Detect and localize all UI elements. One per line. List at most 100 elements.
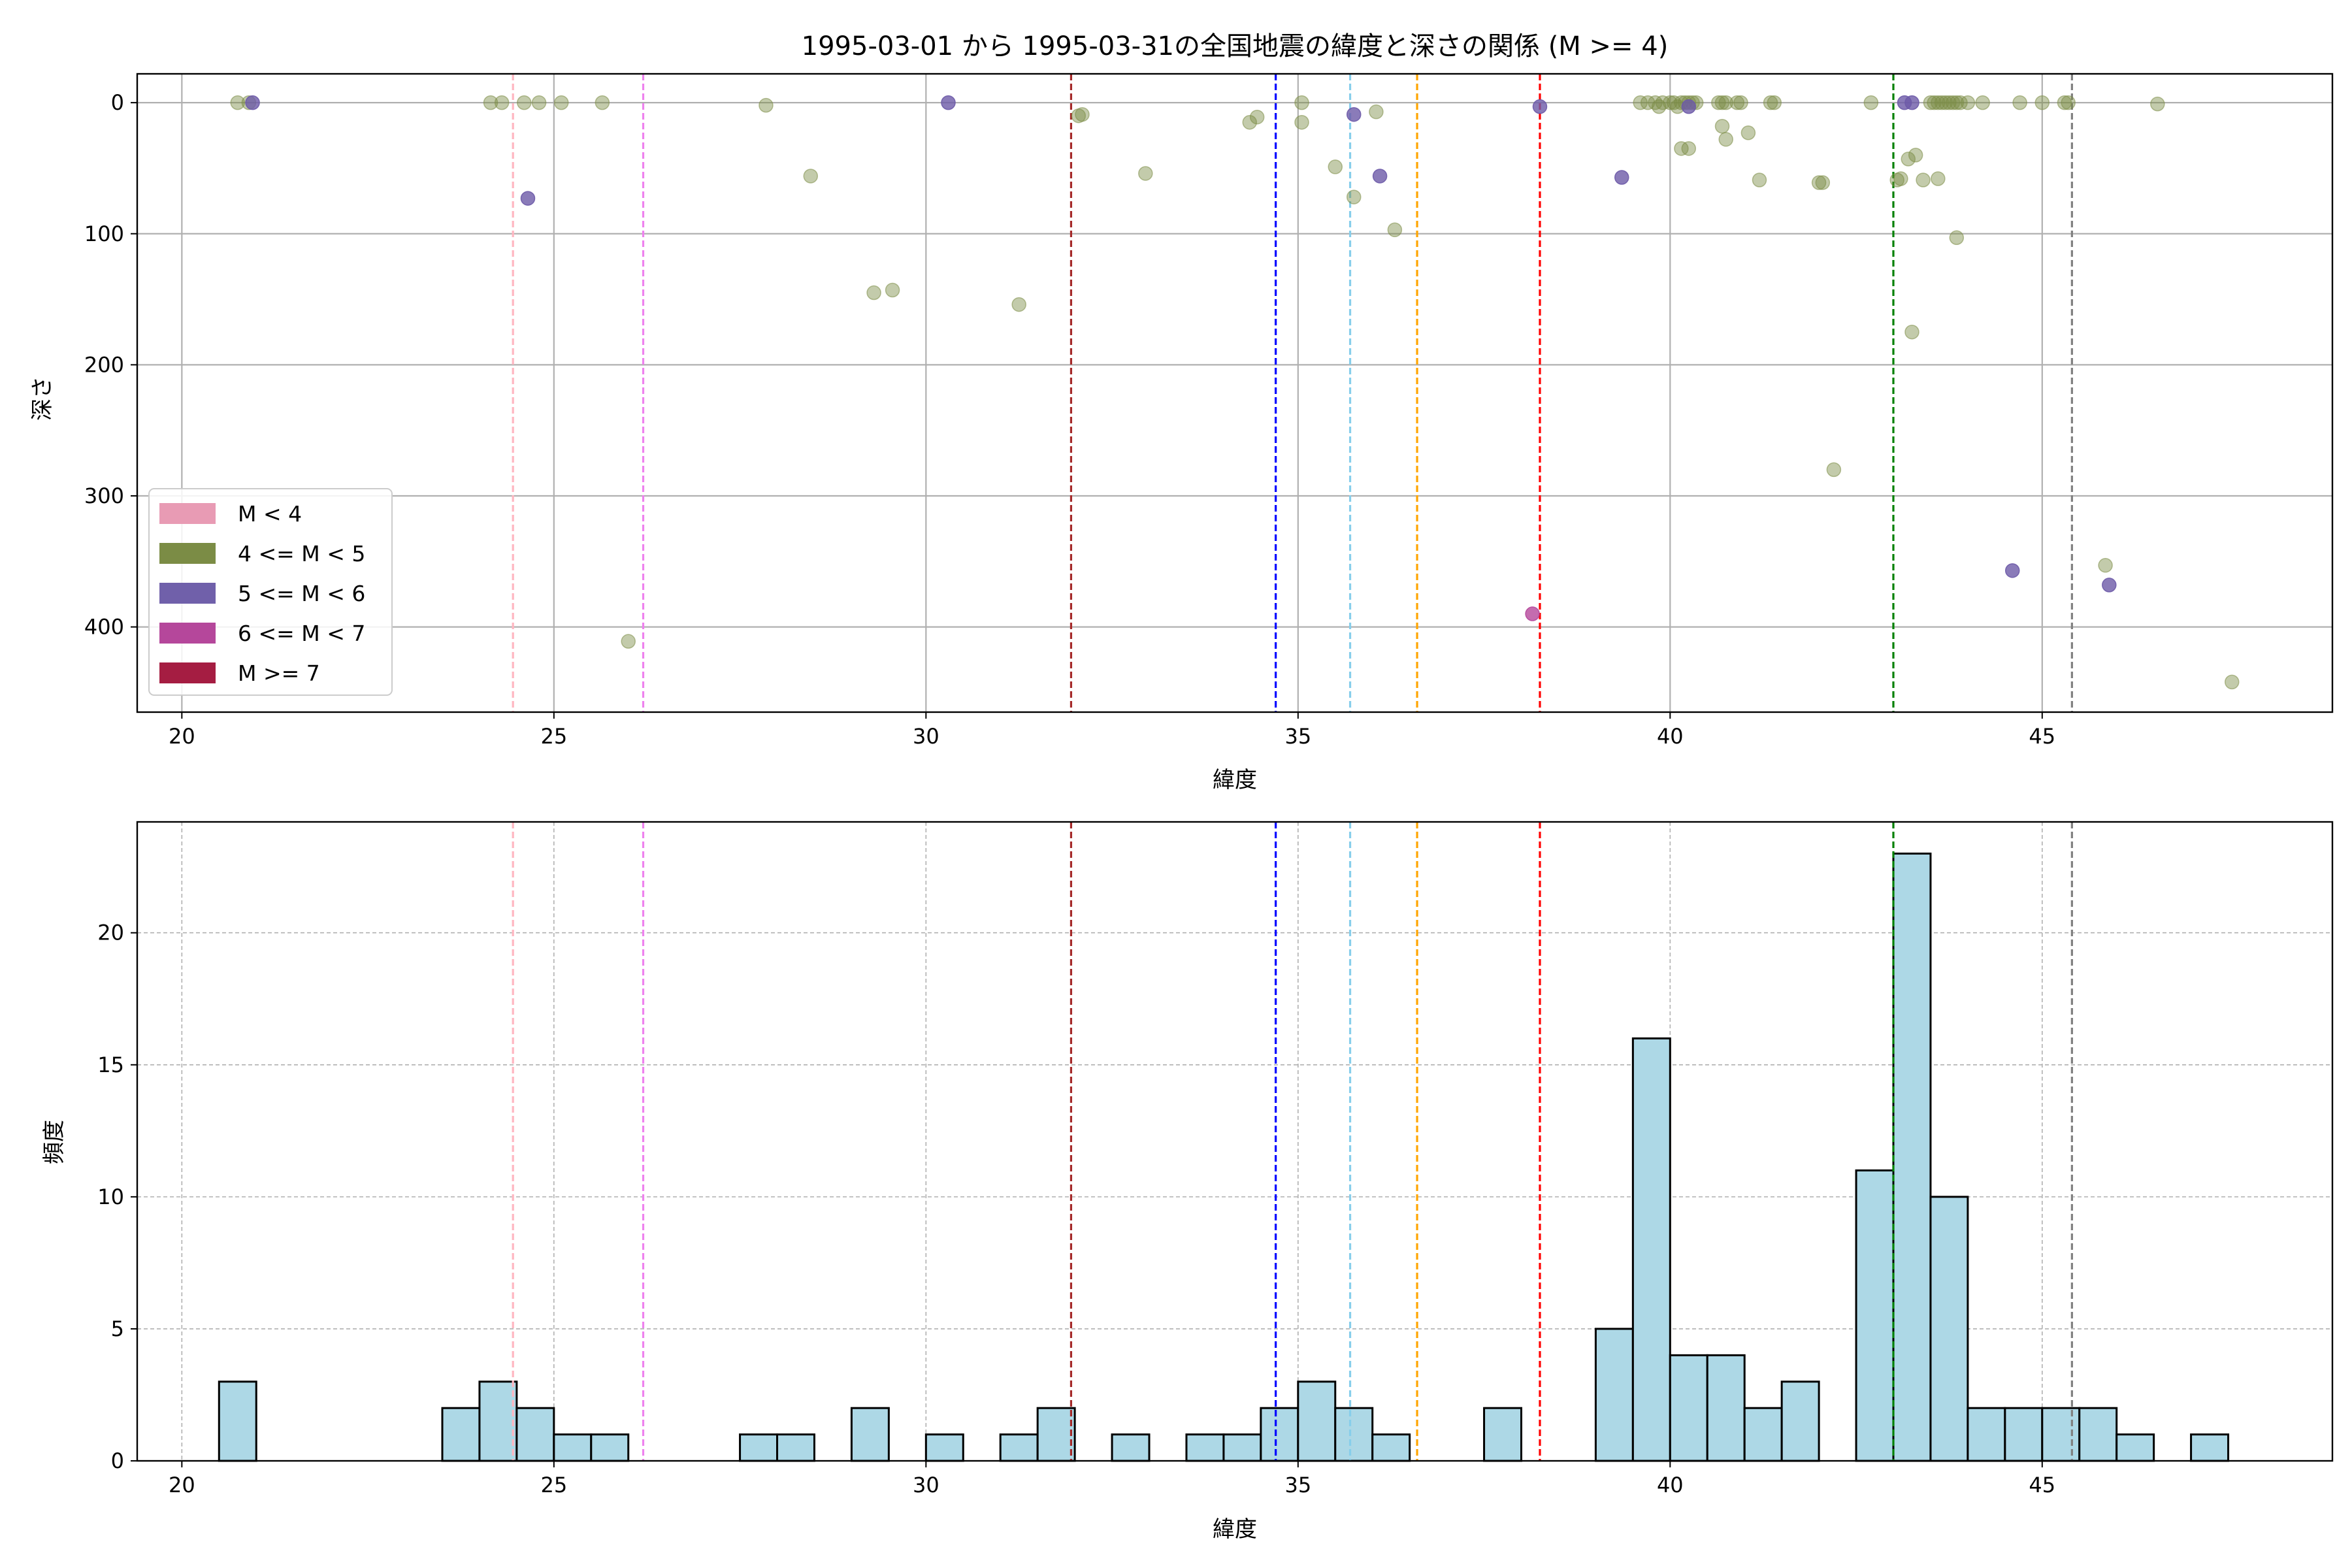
histogram-bar bbox=[1111, 1433, 1151, 1462]
histogram-bar bbox=[739, 1433, 779, 1462]
legend-label: M < 4 bbox=[238, 501, 302, 527]
histogram-bar bbox=[1483, 1407, 1523, 1462]
scatter-point bbox=[1927, 95, 1942, 110]
scatter-point bbox=[1916, 172, 1931, 188]
histogram-bar bbox=[1892, 852, 1932, 1462]
scatter-point bbox=[1763, 95, 1778, 110]
scatter-point bbox=[1681, 141, 1697, 156]
histogram-bar bbox=[515, 1407, 555, 1462]
scatter-point bbox=[1938, 95, 1953, 110]
scatter-legend: M < 4 4 <= M < 5 5 <= M < 6 6 <= M < 7 M >= … bbox=[148, 488, 393, 696]
scatter-point bbox=[1633, 95, 1648, 110]
scatter-point bbox=[1931, 95, 1946, 110]
histogram-y-tick-label: 0 bbox=[111, 1448, 124, 1473]
histogram-x-tick-label: 30 bbox=[913, 1473, 939, 1497]
histogram-y-axis-label: 頻度 bbox=[41, 1120, 67, 1164]
scatter-point bbox=[759, 97, 774, 113]
scatter-point bbox=[1908, 148, 1923, 163]
scatter-point bbox=[1740, 125, 1756, 140]
scatter-point bbox=[1242, 114, 1258, 130]
histogram-bar bbox=[1631, 1037, 1671, 1462]
histogram-bar bbox=[441, 1407, 481, 1462]
legend-swatch bbox=[159, 503, 216, 524]
histogram-x-tick-label: 45 bbox=[2029, 1473, 2055, 1497]
histogram-reference-lines bbox=[512, 822, 2073, 1461]
histogram-bar bbox=[1334, 1407, 1374, 1462]
scatter-point bbox=[1815, 175, 1831, 190]
histogram-axes-frame bbox=[136, 821, 2334, 1462]
scatter-point bbox=[520, 191, 536, 206]
histogram-bar bbox=[1371, 1433, 1411, 1462]
scatter-y-tick-label: 300 bbox=[84, 483, 124, 508]
scatter-point bbox=[2224, 674, 2240, 690]
legend-label: 6 <= M < 7 bbox=[238, 621, 365, 646]
scatter-point bbox=[1369, 104, 1384, 120]
histogram-bar bbox=[1185, 1433, 1225, 1462]
histogram-bar bbox=[2041, 1407, 2081, 1462]
scatter-point bbox=[2061, 95, 2076, 110]
scatter-point bbox=[1346, 189, 1362, 204]
histogram-bar bbox=[1222, 1433, 1262, 1462]
histogram-bar bbox=[1743, 1407, 1783, 1462]
scatter-point bbox=[866, 285, 881, 301]
scatter-points bbox=[230, 95, 2240, 690]
scatter-point bbox=[494, 95, 510, 110]
scatter-point bbox=[553, 95, 569, 110]
scatter-point bbox=[531, 95, 547, 110]
scatter-gridlines bbox=[137, 74, 2332, 712]
histogram-y-tick-label: 5 bbox=[111, 1316, 124, 1341]
histogram-bar bbox=[1780, 1380, 1820, 1462]
scatter-point bbox=[1934, 95, 1950, 110]
histogram-x-tick-label: 35 bbox=[1284, 1473, 1311, 1497]
histogram-bar bbox=[2115, 1433, 2155, 1462]
histogram-bar bbox=[553, 1433, 593, 1462]
scatter-point bbox=[1718, 132, 1733, 147]
scatter-point bbox=[2102, 578, 2117, 593]
scatter-point bbox=[1931, 171, 1946, 186]
legend-label: 4 <= M < 5 bbox=[238, 541, 365, 566]
scatter-point bbox=[1138, 166, 1153, 181]
scatter-point bbox=[1711, 95, 1726, 110]
histogram-bar bbox=[1594, 1328, 1634, 1462]
scatter-point bbox=[483, 95, 498, 110]
scatter-point bbox=[595, 95, 610, 110]
scatter-x-tick-label: 25 bbox=[540, 724, 567, 749]
scatter-point bbox=[1752, 172, 1767, 188]
scatter-point bbox=[1863, 95, 1879, 110]
histogram-bar bbox=[999, 1433, 1039, 1462]
scatter-point bbox=[1733, 95, 1748, 110]
scatter-point bbox=[1614, 170, 1629, 185]
histogram-x-tick-label: 20 bbox=[169, 1473, 195, 1497]
histogram-bar bbox=[1260, 1407, 1299, 1462]
scatter-x-tick-label: 35 bbox=[1284, 724, 1311, 749]
scatter-point bbox=[1075, 106, 1090, 122]
histogram-y-tick-label: 10 bbox=[97, 1184, 124, 1209]
scatter-point bbox=[1674, 141, 1689, 156]
scatter-point bbox=[2004, 563, 2020, 578]
histogram-ticks: 20 25 30 35 40 45 0 5 10 15 20 bbox=[97, 921, 2055, 1497]
scatter-axes-frame bbox=[136, 73, 2334, 713]
scatter-point bbox=[1893, 171, 1908, 186]
scatter-point bbox=[1960, 95, 1976, 110]
histogram-bar bbox=[218, 1380, 257, 1462]
scatter-point bbox=[1011, 297, 1026, 312]
scatter-point bbox=[1767, 95, 1782, 110]
histogram-bar bbox=[1967, 1407, 2006, 1462]
scatter-point bbox=[1294, 95, 1309, 110]
histogram-bars bbox=[218, 852, 2230, 1462]
scatter-point bbox=[2012, 95, 2027, 110]
histogram-bar bbox=[2078, 1407, 2118, 1462]
histogram-x-tick-label: 25 bbox=[540, 1473, 567, 1497]
scatter-x-axis-label: 緯度 bbox=[1213, 767, 1257, 793]
histogram-bar bbox=[1036, 1407, 1076, 1462]
scatter-y-tick-label: 400 bbox=[84, 615, 124, 640]
histogram-bar bbox=[590, 1433, 630, 1462]
scatter-point bbox=[1525, 606, 1540, 621]
scatter-point bbox=[1904, 324, 1919, 340]
scatter-point bbox=[1714, 118, 1730, 134]
scatter-point bbox=[1826, 462, 1842, 478]
legend-swatch bbox=[159, 623, 216, 644]
scatter-x-tick-label: 30 bbox=[913, 724, 939, 749]
scatter-point bbox=[1949, 95, 1965, 110]
